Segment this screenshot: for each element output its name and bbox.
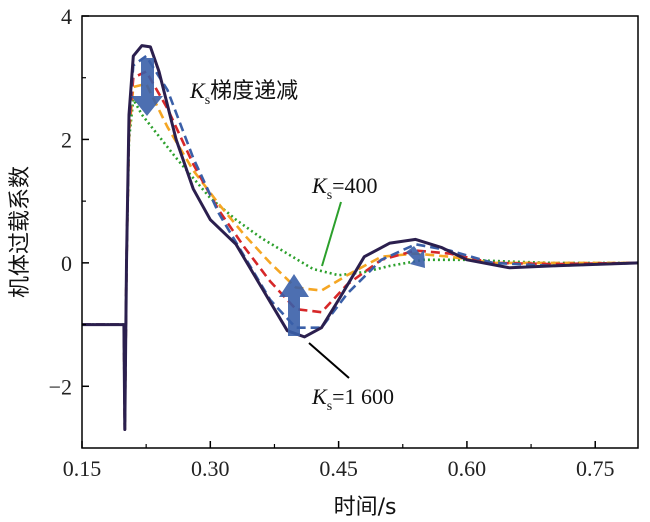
- y-tick-label: 4: [61, 4, 72, 29]
- x-axis-title: 时间/s: [334, 495, 397, 520]
- decrease-arrow-peak: [131, 58, 163, 116]
- y-axis-title: 机体过载系数: [8, 166, 33, 298]
- ks-1600-pointer: [308, 342, 350, 379]
- annotation-ks-1600: Ks=1 600: [311, 384, 394, 414]
- series-layer: [82, 44, 638, 431]
- y-tick-label: −2: [49, 374, 72, 399]
- series-line-ks_mid_c: [82, 54, 638, 431]
- series-line-ks_1600: [82, 44, 638, 431]
- tick-layer: 0.15 0.30 0.45 0.60 0.75 −2 0 2 4: [49, 4, 615, 481]
- series-line-ks_mid_a: [82, 82, 638, 431]
- x-tick-label: 0.45: [319, 456, 358, 481]
- ks-400-pointer: [321, 201, 342, 267]
- plot-frame: [81, 15, 639, 449]
- annotation-ks-decrease: Ks梯度递减: [189, 78, 298, 108]
- decrease-arrow-trough: [279, 274, 309, 336]
- y-tick-label: 2: [61, 127, 72, 152]
- x-tick-label: 0.15: [63, 456, 102, 481]
- decrease-arrow-second-peak: [406, 246, 425, 268]
- y-tick-label: 0: [61, 251, 72, 276]
- x-tick-label: 0.30: [191, 456, 230, 481]
- x-tick-label: 0.75: [576, 456, 615, 481]
- decrease-arrows: [131, 58, 425, 336]
- annotation-ks-400: Ks=400: [311, 173, 378, 203]
- x-tick-label: 0.60: [448, 456, 487, 481]
